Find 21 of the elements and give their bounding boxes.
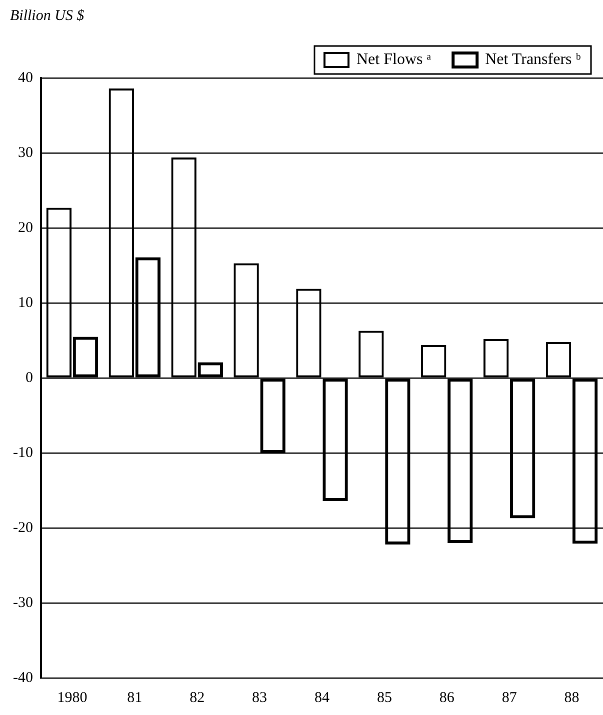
x-tick-label: 1980: [57, 690, 88, 706]
y-tick-label: 30: [18, 144, 33, 161]
x-tick-label: 82: [190, 690, 205, 706]
y-tick-label: 40: [18, 70, 33, 86]
x-tick-label: 88: [564, 690, 580, 706]
y-tick-label: 0: [25, 370, 33, 386]
y-tick-label: -40: [12, 670, 33, 686]
legend-label: Net Transfers ᵇ: [485, 51, 581, 68]
legend-label: Net Flows ᵃ: [356, 51, 432, 68]
x-tick-label: 81: [127, 690, 142, 706]
x-tick-label: 84: [314, 690, 330, 706]
y-axis-title: Billion US $: [10, 8, 84, 25]
x-tick-label: 86: [439, 690, 455, 706]
x-tick-label: 85: [376, 690, 392, 706]
y-tick-label: -30: [12, 594, 33, 611]
x-tick-label: 83: [252, 690, 268, 706]
x-tick-label: 87: [502, 690, 518, 706]
y-tick-label: 10: [18, 294, 33, 311]
y-tick-label: -20: [12, 520, 33, 536]
y-tick-label: -10: [12, 444, 33, 461]
y-tick-label: 20: [18, 220, 33, 236]
